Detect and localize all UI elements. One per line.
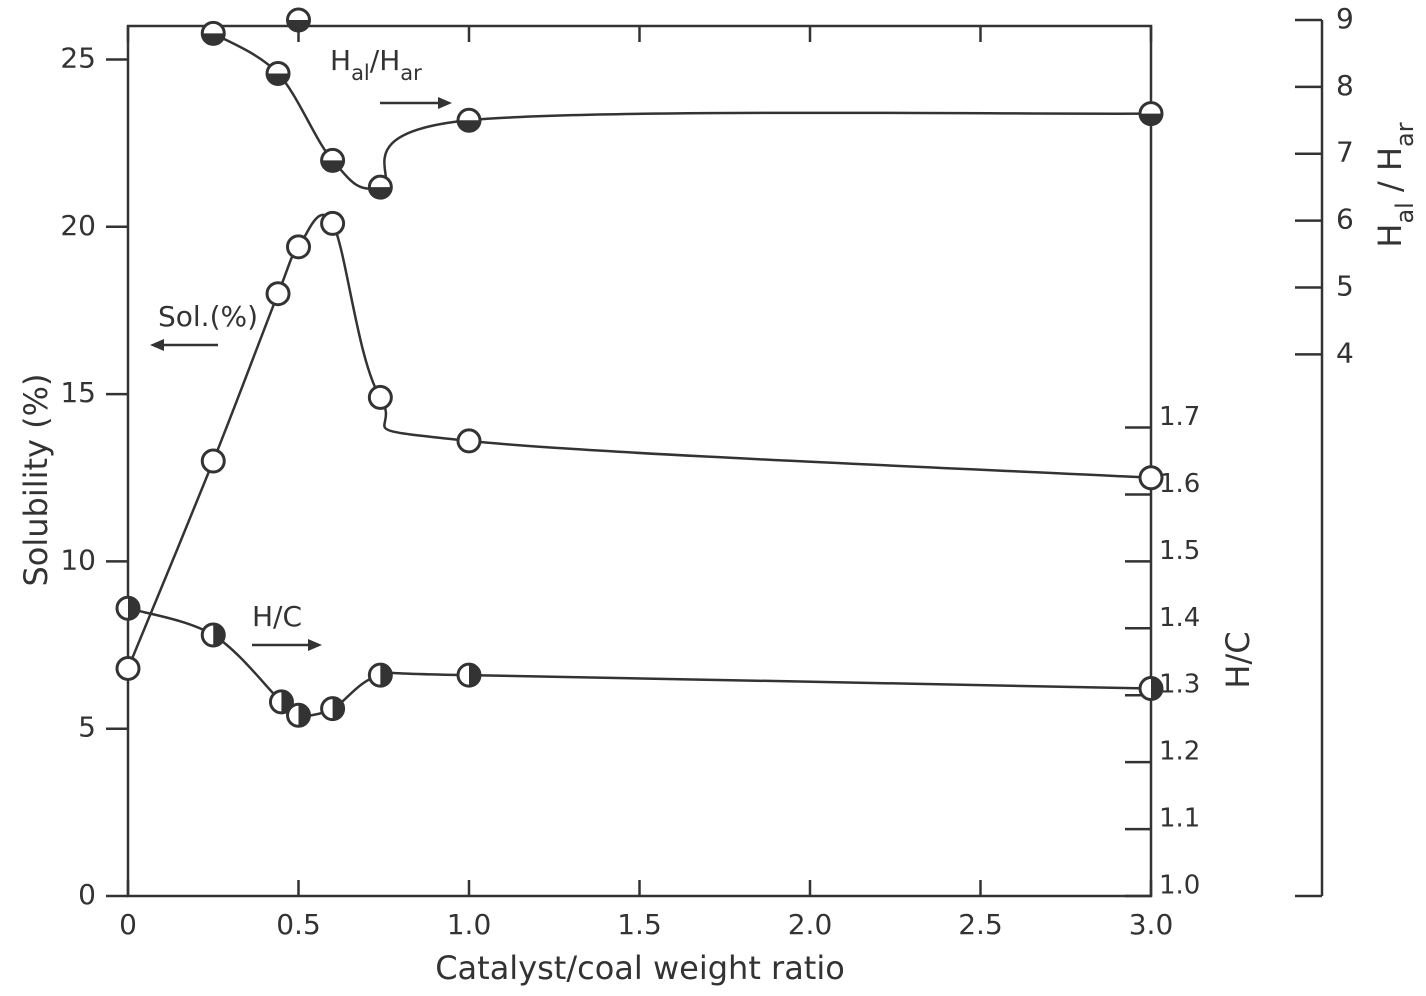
marker-fill [1140, 113, 1162, 125]
x-tick-label: 2.5 [958, 908, 1003, 941]
y3-tick-label: 8 [1336, 69, 1354, 102]
marker-fill [458, 120, 480, 132]
arrow-head [438, 97, 452, 109]
label-part: H [379, 44, 400, 77]
rich-label: Hal/Har [330, 44, 422, 85]
y-tick-label: 15 [60, 376, 96, 409]
y2-tick-label: 1.6 [1159, 469, 1200, 499]
label-part: H/C [252, 600, 302, 633]
label-part: H [330, 44, 351, 77]
subscript: al [1391, 202, 1419, 223]
label-part: H [1371, 147, 1409, 171]
y-tick-label: 25 [60, 41, 96, 74]
y-tick-label: 10 [60, 543, 96, 576]
y3-tick-label: 4 [1336, 336, 1354, 369]
subscript: al [351, 61, 370, 85]
rich-label: H/C [252, 600, 302, 633]
y2-tick-label: 1.1 [1159, 804, 1200, 834]
marker [286, 234, 311, 260]
marker-fill [332, 697, 344, 720]
marker [456, 428, 482, 454]
series-line [212, 32, 1152, 190]
x-tick-label: 0 [119, 908, 137, 941]
y3-tick-label: 9 [1336, 2, 1354, 35]
y-tick-label: 20 [60, 209, 96, 242]
marker [320, 210, 346, 236]
label-part: / [1371, 171, 1409, 202]
label-part: H [1371, 224, 1409, 248]
label-part: Sol.(%) [158, 300, 258, 333]
subscript: ar [400, 61, 422, 85]
marker-fill [1151, 677, 1162, 700]
y2-tick-label: 1.4 [1159, 603, 1200, 633]
y3-tick-label: 7 [1336, 136, 1354, 169]
marker-fill [321, 160, 344, 172]
y2-tick-label: 1.2 [1159, 737, 1200, 767]
annotation-arrows [150, 97, 452, 651]
x-axis-label: Catalyst/coal weight ratio [435, 949, 845, 987]
arrow-head [150, 339, 164, 351]
x-tick-label: 3.0 [1129, 908, 1174, 941]
subscript: ar [1391, 122, 1419, 147]
series-line [126, 213, 1152, 669]
y-tick-label: 5 [78, 711, 96, 744]
rich-label: Sol.(%) [158, 300, 258, 333]
x-tick-label: 1.5 [617, 908, 662, 941]
marker-fill [469, 664, 480, 687]
marker [115, 655, 141, 681]
marker [367, 384, 393, 410]
y2-tick-label: 1.7 [1159, 402, 1200, 432]
y3-tick-label: 5 [1336, 269, 1354, 302]
marker-fill [287, 20, 310, 32]
y2-axis-label: H/C [1219, 631, 1257, 688]
marker-fill [380, 664, 392, 687]
x-tick-label: 0.5 [276, 908, 321, 941]
marker-fill [267, 73, 290, 85]
marker [1138, 465, 1164, 491]
plot-frame [126, 24, 1153, 898]
x-tick-label: 1.0 [447, 908, 492, 941]
y3-tick-label: 6 [1336, 203, 1354, 236]
marker-fill [298, 704, 310, 727]
marker [200, 448, 226, 474]
series-line [127, 607, 1152, 717]
marker-fill [128, 597, 139, 620]
y2-tick-label: 1.5 [1159, 536, 1200, 566]
y-tick-label: 0 [78, 878, 96, 911]
marker-fill [213, 624, 225, 647]
marker-fill [369, 187, 392, 199]
y-axis-label: Solubility (%) [17, 373, 55, 586]
rich-label: Hal / Har [1371, 122, 1419, 247]
marker [265, 281, 291, 307]
x-tick-label: 2.0 [788, 908, 833, 941]
arrow-head [308, 639, 322, 651]
y2-tick-label: 1.0 [1159, 871, 1200, 901]
label-part: / [370, 44, 380, 77]
marker-fill [202, 33, 225, 45]
y2-tick-label: 1.3 [1159, 670, 1200, 700]
